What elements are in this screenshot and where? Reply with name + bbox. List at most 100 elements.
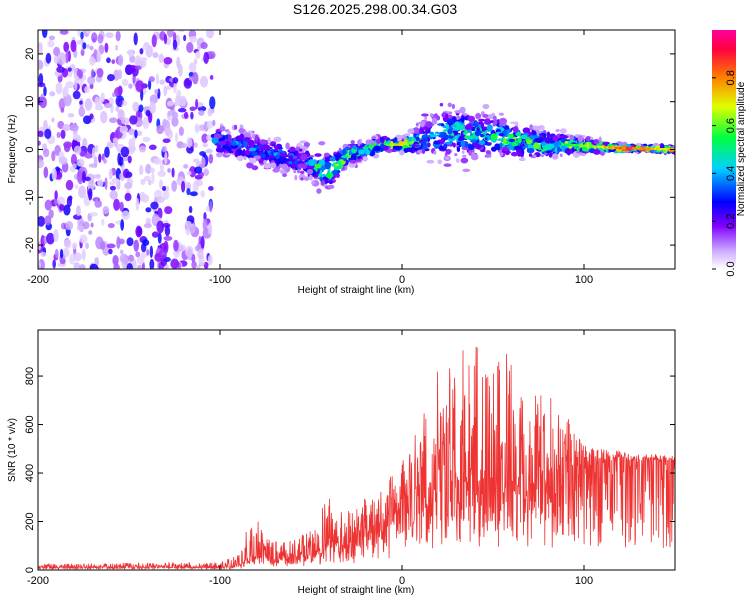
heatmap-noise-cell [117, 54, 124, 67]
heatmap-core-cell [332, 165, 338, 168]
heatmap-ridge-cell [481, 127, 486, 132]
heatmap-noise-cell [199, 151, 207, 156]
heatmap-noise-cell [38, 73, 44, 86]
heatmap-noise-cell [162, 189, 170, 200]
heatmap-noise-cell [195, 98, 199, 110]
heatmap-noise-cell [41, 30, 48, 38]
heatmap-noise-cell [175, 132, 179, 143]
heatmap-ridge-cell [531, 129, 536, 136]
heatmap-ridge-cell [227, 146, 232, 153]
heatmap-ridge-cell [328, 180, 334, 185]
heatmap-noise-cell [142, 136, 151, 143]
heatmap-noise-cell [113, 198, 120, 211]
heatmap-ridge-cell [465, 141, 469, 148]
heatmap-ridge-cell [559, 135, 568, 140]
heatmap-noise-cell [209, 75, 214, 80]
heatmap-ridge-cell [526, 147, 535, 154]
heatmap-noise-cell [189, 223, 196, 234]
colorbar-tick-label: 0.8 [725, 70, 737, 85]
heatmap-ridge-cell [462, 168, 471, 173]
heatmap-noise-cell [47, 39, 55, 48]
heatmap-ridge-cell [544, 136, 552, 144]
heatmap-ridge-cell [458, 137, 464, 142]
heatmap-noise-cell [201, 133, 209, 144]
heatmap-noise-cell [73, 252, 82, 262]
heatmap-noise-cell [159, 162, 165, 173]
heatmap-ridge-cell [461, 150, 465, 154]
heatmap-noise-cell [139, 164, 144, 176]
heatmap-noise-cell [53, 46, 61, 57]
heatmap-ridge-cell [462, 113, 467, 116]
heatmap-ridge-cell [406, 148, 414, 152]
heatmap-ridge-cell [415, 122, 419, 127]
heatmap-ridge-cell [342, 148, 346, 156]
heatmap-noise-cell [38, 130, 44, 138]
heatmap-noise-cell [156, 124, 164, 135]
heatmap-noise-cell [38, 241, 42, 251]
heatmap-noise-cell [89, 263, 99, 269]
heatmap-ridge-cell [306, 168, 314, 175]
heatmap-ridge-cell [482, 114, 489, 118]
heatmap-noise-cell [76, 39, 83, 45]
heatmap-noise-cell [189, 106, 197, 111]
heatmap-ridge-cell [538, 124, 545, 131]
heatmap-noise-cell [97, 178, 104, 187]
heatmap-ridge-cell [551, 153, 559, 160]
heatmap-ridge-cell [423, 128, 428, 131]
heatmap-noise-cell [207, 254, 213, 266]
heatmap-ridge-cell [293, 169, 297, 174]
heatmap-noise-cell [72, 163, 77, 169]
heatmap-ridge-cell [517, 137, 522, 144]
heatmap-noise-cell [117, 69, 123, 80]
heatmap-ridge-cell [430, 134, 438, 138]
heatmap-noise-cell [51, 168, 57, 181]
heatmap-noise-cell [145, 45, 153, 58]
heatmap-noise-cell [172, 32, 177, 43]
heatmap-noise-cell [103, 103, 112, 109]
heatmap-ridge-cell [307, 159, 316, 167]
heatmap-noise-cell [38, 140, 41, 146]
heatmap-noise-cell [62, 124, 71, 132]
heatmap-noise-cell [135, 225, 143, 238]
heatmap-noise-cell [159, 179, 163, 190]
heatmap-ridge-cell [263, 163, 272, 169]
heatmap-noise-cell [132, 101, 140, 112]
heatmap-ridge-cell [447, 102, 452, 108]
heatmap-ridge-cell [468, 144, 475, 150]
heatmap-noise-cell [94, 105, 104, 111]
heatmap-noise-cell [115, 44, 119, 51]
heatmap-noise-cell [148, 76, 155, 83]
heatmap-noise-cell [113, 263, 120, 269]
heatmap-ridge-cell [318, 141, 326, 146]
heatmap-noise-cell [89, 113, 94, 120]
heatmap-noise-cell [88, 163, 98, 168]
heatmap-ridge-cell [244, 149, 251, 155]
heatmap-core-cell [337, 161, 342, 164]
heatmap-noise-cell [107, 223, 115, 229]
heatmap-ridge-cell [454, 153, 458, 157]
heatmap-ridge-cell [511, 142, 519, 147]
heatmap-ridge-cell [276, 146, 283, 150]
heatmap-noise-cell [100, 241, 106, 250]
heatmap-noise-cell [106, 57, 111, 64]
heatmap-ridge-cell [480, 149, 486, 153]
heatmap-noise-cell [193, 142, 198, 148]
heatmap-core-cell [339, 159, 344, 162]
heatmap-ridge-cell [425, 121, 433, 128]
heatmap-ridge-cell [488, 114, 493, 120]
heatmap-noise-cell [98, 153, 102, 163]
heatmap-ridge-cell [429, 131, 434, 135]
heatmap-ridge-cell [234, 124, 238, 130]
heatmap-ridge-cell [371, 136, 377, 139]
heatmap-ridge-cell [478, 118, 486, 122]
heatmap-ridge-cell [486, 124, 493, 132]
heatmap-ridge-cell [460, 157, 469, 164]
heatmap-noise-cell [114, 87, 123, 98]
heatmap-ridge-cell [517, 151, 522, 157]
heatmap-ridge-cell [216, 148, 225, 153]
heatmap-noise-cell [178, 244, 186, 252]
heatmap-ridge-cell [552, 135, 559, 142]
heatmap-noise-cell [116, 236, 121, 249]
heatmap-noise-cell [72, 90, 81, 100]
